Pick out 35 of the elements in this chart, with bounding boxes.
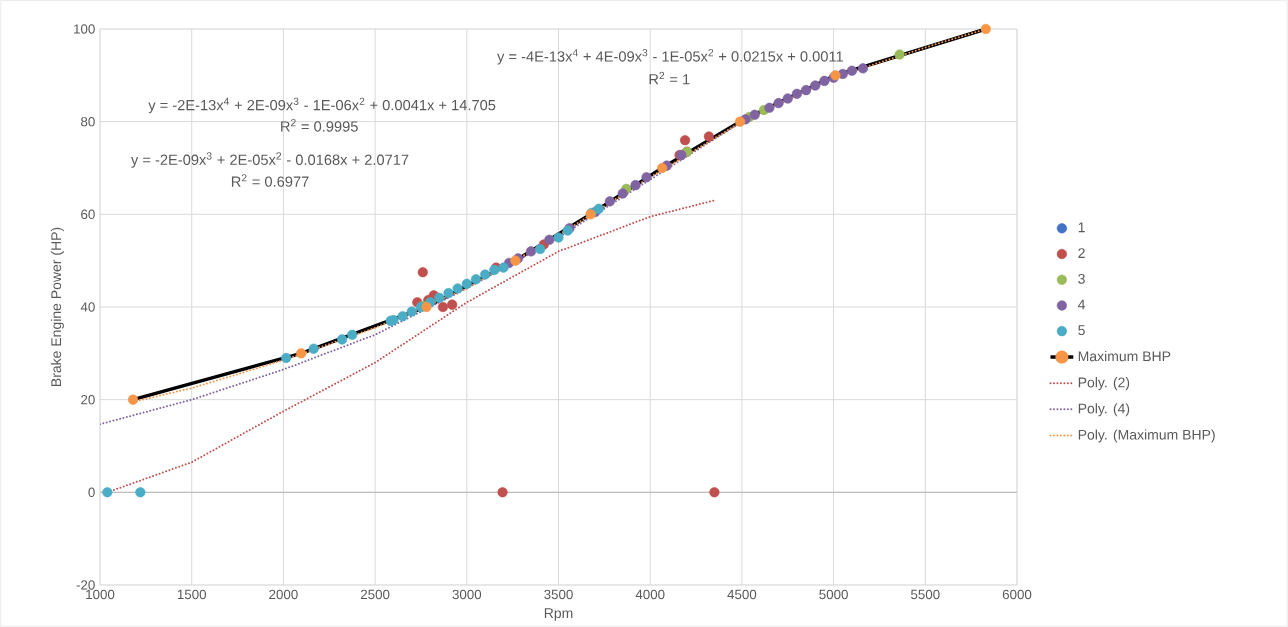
x-tick-label: 4500 [727, 589, 757, 600]
x-tick-label: 1500 [177, 589, 207, 600]
x-tick-label: 2000 [269, 589, 298, 600]
annotation: R$^{2}$ = 0.9995 [281, 119, 358, 132]
legend-label: Poly. (2) [1078, 377, 1130, 391]
y-tick-label: 40 [80, 302, 95, 312]
y-tick-label: 0 [88, 487, 95, 498]
x-tick-label: 4000 [635, 589, 665, 600]
x-axis-title: Rpm [544, 608, 573, 621]
legend-label: 3 [1078, 273, 1085, 284]
y-tick-label: 100 [74, 24, 95, 34]
legend-label: 4 [1077, 299, 1086, 310]
annotation: y = -4E-13x$^{4}$ + 4E-09x$^{3}$ - 1E-05x$^{2}$ + 0.0215x + 0.0011 [497, 49, 843, 65]
legend-label: Poly. (4) [1078, 403, 1130, 417]
legend-label: Maximum BHP [1078, 350, 1171, 362]
y-axis-title: Brake Engine Power (HP) [50, 227, 64, 386]
legend-label: 2 [1078, 248, 1085, 258]
x-tick-label: 6000 [1002, 589, 1032, 600]
y-tick-label: 20 [81, 394, 95, 405]
x-tick-label: 5500 [911, 589, 940, 600]
legend-label: Poly. (Maximum BHP) [1078, 429, 1215, 443]
annotation: R$^{2}$ = 1 [649, 71, 690, 85]
x-tick-label: 5000 [819, 589, 848, 600]
x-tick-label: 1000 [86, 589, 115, 600]
annotation: R$^{2}$ = 0.6977 [231, 174, 309, 187]
annotation: y = -2E-13x$^{4}$ + 2E-09x$^{3}$ - 1E-06x$^{2}$ + 0.0041x + 14.705 [148, 97, 496, 114]
y-tick-label: 60 [81, 209, 95, 220]
x-tick-label: 3000 [452, 589, 482, 600]
x-tick-label: 2500 [360, 589, 390, 600]
y-tick-label: 80 [81, 116, 95, 127]
legend-label: 5 [1078, 325, 1085, 336]
annotation: y = -2E-09x$^{3}$ + 2E-05x$^{2}$ - 0.0168x + 2.0717 [130, 152, 409, 168]
x-tick-label: 3500 [544, 589, 573, 600]
legend-label: 1 [1078, 222, 1085, 233]
y-tick-label: -20 [76, 580, 95, 590]
